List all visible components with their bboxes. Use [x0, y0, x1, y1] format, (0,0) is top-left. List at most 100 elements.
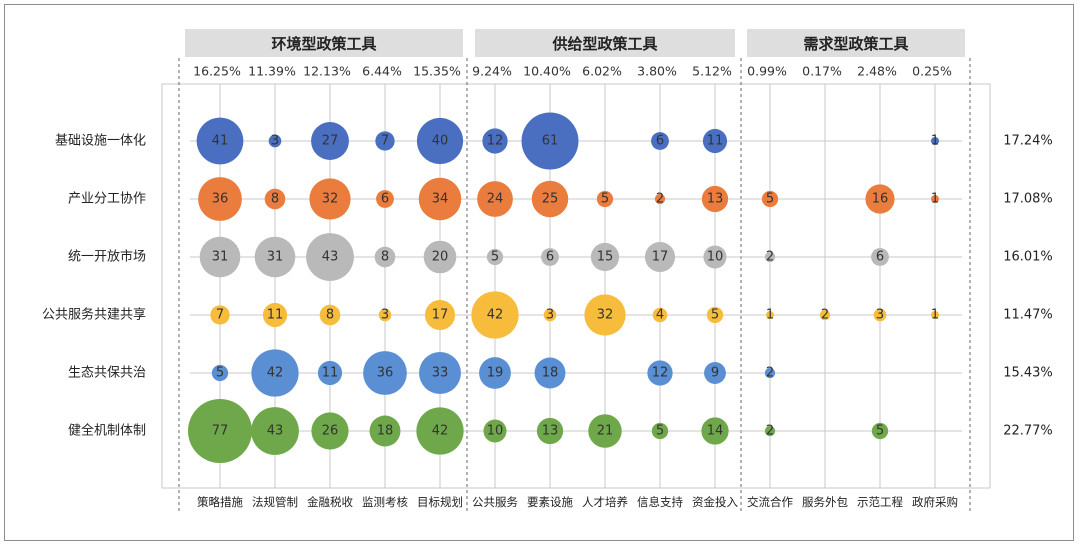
column-percent: 15.35%	[413, 64, 461, 79]
bubble-value-label: 17	[652, 250, 669, 265]
category-label: 监测考核	[362, 495, 408, 509]
bubble	[706, 306, 724, 324]
bubble-value-label: 1	[931, 134, 939, 149]
bubble-value-label: 61	[542, 134, 559, 149]
bubble	[651, 422, 669, 440]
bubble-value-label: 77	[212, 424, 229, 439]
bubble	[251, 407, 299, 455]
bubble	[644, 241, 676, 273]
bubble-value-label: 36	[212, 192, 229, 207]
bubble	[702, 128, 728, 154]
column-percent: 11.39%	[248, 64, 296, 79]
bubble	[701, 185, 729, 213]
column-percent: 0.25%	[912, 64, 952, 79]
plot-area-border	[161, 83, 991, 489]
bubble	[701, 417, 729, 445]
row-percent: 15.43%	[1003, 366, 1053, 381]
bubble-value-label: 42	[432, 424, 449, 439]
bubble	[196, 117, 244, 165]
bubble-value-label: 1	[766, 308, 774, 323]
bubble-value-label: 8	[326, 308, 334, 323]
column-percent: 0.99%	[747, 64, 787, 79]
bubble-value-label: 19	[487, 366, 504, 381]
bubble	[375, 131, 395, 151]
bubble-value-label: 2	[766, 366, 774, 381]
group-header-box	[747, 29, 965, 57]
bubble-value-label: 9	[711, 366, 719, 381]
bubble	[471, 291, 519, 339]
bubble	[306, 233, 354, 281]
bubble	[374, 246, 396, 268]
bubble	[764, 251, 776, 263]
bubble	[376, 190, 394, 208]
bubble	[761, 190, 779, 208]
bubble	[521, 112, 579, 170]
bubble	[210, 305, 230, 325]
column-percent: 10.40%	[523, 64, 571, 79]
bubble	[931, 195, 939, 203]
bubble-value-label: 6	[381, 192, 389, 207]
bubble-value-label: 7	[216, 308, 224, 323]
bubble-value-label: 5	[601, 192, 609, 207]
category-label: 公共服务	[472, 495, 518, 509]
bubble	[378, 308, 392, 322]
bubble-value-label: 6	[546, 250, 554, 265]
bubble-value-label: 11	[707, 134, 724, 149]
bubble	[590, 242, 620, 272]
category-label: 策略措施	[197, 495, 243, 509]
bubble	[531, 180, 569, 218]
category-label: 交流合作	[747, 495, 793, 509]
bubble	[419, 352, 461, 394]
bubble-value-label: 13	[707, 192, 724, 207]
bubble	[486, 248, 504, 266]
row-percent: 11.47%	[1003, 308, 1053, 323]
bubble-value-label: 18	[542, 366, 559, 381]
bubble	[596, 190, 614, 208]
bubble	[588, 414, 622, 448]
bubble-value-label: 34	[432, 192, 449, 207]
bubble	[264, 188, 286, 210]
bubble	[418, 177, 462, 221]
group-header-box	[475, 29, 735, 57]
bubble-value-label: 2	[656, 192, 664, 207]
category-label: 目标规划	[417, 495, 463, 509]
bubble-value-label: 27	[322, 134, 339, 149]
group-header-label: 环境型政策工具	[271, 35, 376, 53]
bubble	[262, 302, 288, 328]
bubble	[873, 308, 887, 322]
bubble	[766, 311, 774, 319]
bubble-value-label: 13	[542, 424, 559, 439]
bubble-value-label: 10	[707, 250, 724, 265]
category-label: 人才培养	[582, 495, 628, 509]
column-percent: 2.48%	[857, 64, 897, 79]
bubble	[268, 134, 282, 148]
bubble-value-label: 33	[432, 366, 449, 381]
bubble	[652, 307, 668, 323]
bubble	[424, 299, 456, 331]
bubble	[188, 399, 252, 463]
row-label: 公共服务共建共享	[42, 307, 146, 323]
column-percent: 5.12%	[692, 64, 732, 79]
row-label: 基础设施一体化	[55, 134, 146, 149]
bubble-value-label: 5	[656, 424, 664, 439]
bubble	[477, 181, 513, 217]
bubble	[871, 248, 889, 266]
bubble-value-label: 12	[652, 366, 669, 381]
row-label: 产业分工协作	[68, 192, 146, 207]
bubble-value-label: 42	[267, 366, 284, 381]
bubble-value-label: 5	[491, 250, 499, 265]
bubble-value-label: 31	[267, 250, 284, 265]
column-percent: 12.13%	[303, 64, 351, 79]
group-header-label: 需求型政策工具	[803, 35, 908, 53]
bubble	[483, 419, 507, 443]
chart-frame	[4, 4, 1074, 541]
column-percent: 9.24%	[472, 64, 512, 79]
bubble-value-label: 5	[766, 192, 774, 207]
row-percent: 22.77%	[1003, 424, 1053, 439]
bubble-value-label: 5	[711, 308, 719, 323]
bubble-value-label: 32	[597, 308, 614, 323]
bubble-value-label: 1	[931, 192, 939, 207]
row-percent: 17.24%	[1003, 134, 1053, 149]
bubble	[311, 122, 349, 160]
bubble-value-label: 24	[487, 192, 504, 207]
